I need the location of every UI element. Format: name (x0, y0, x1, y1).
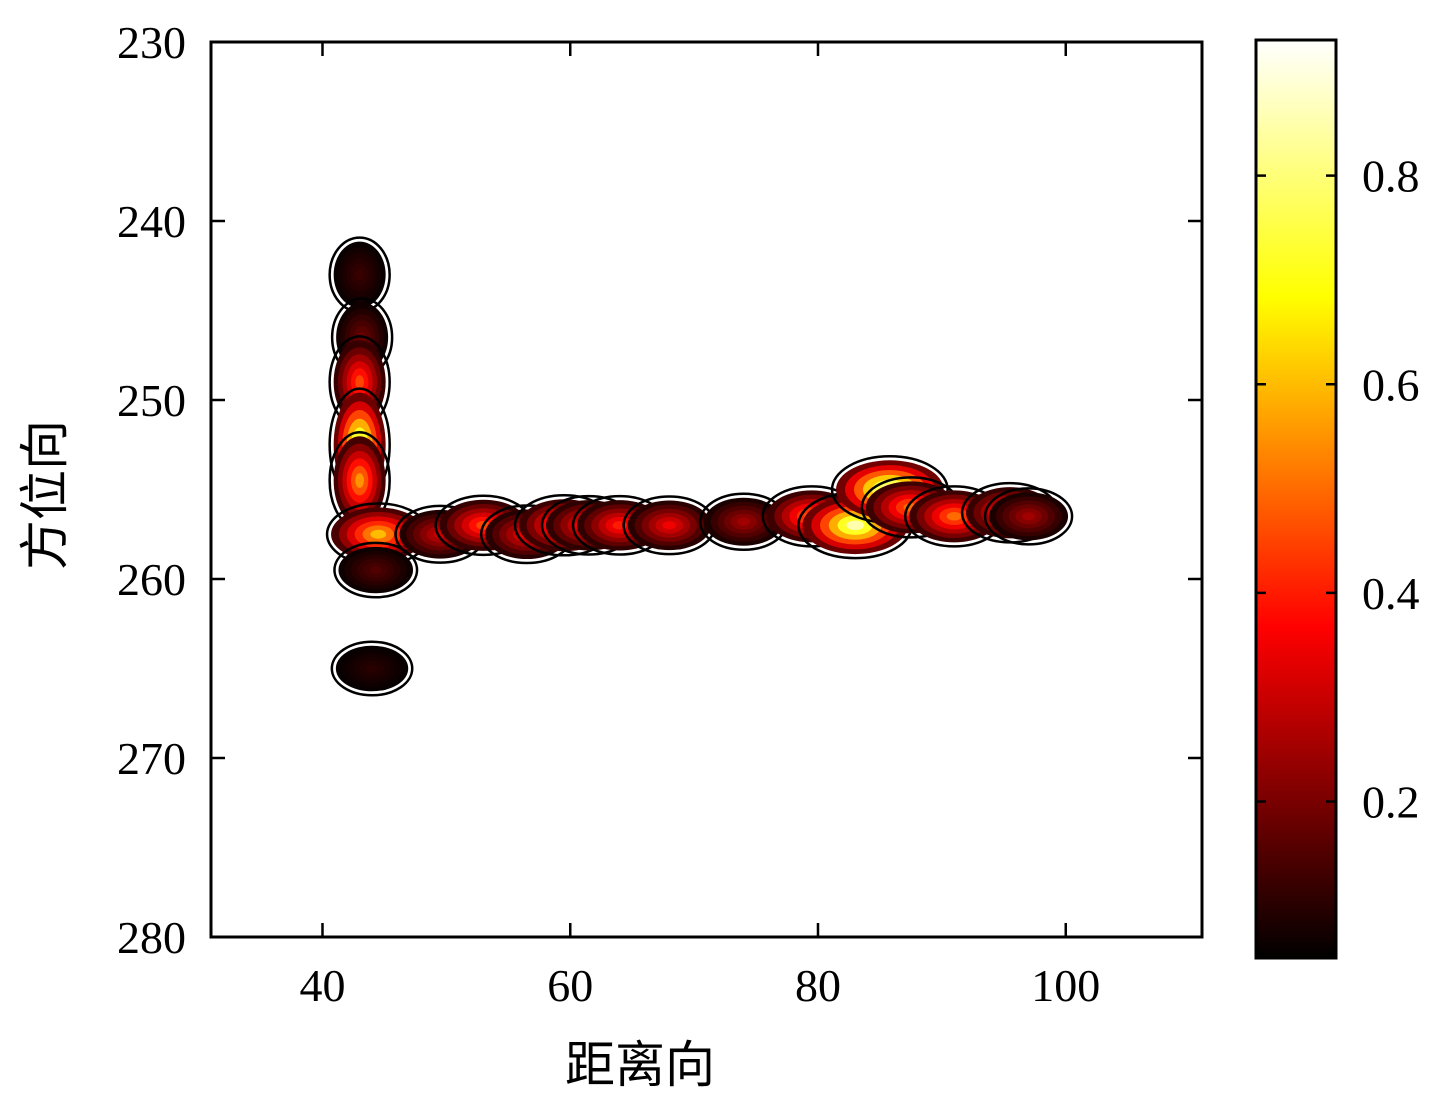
peak-layer (370, 529, 387, 539)
peak-layer (662, 521, 677, 530)
x-tick-label: 60 (547, 960, 593, 1011)
heatmap-peak (328, 236, 391, 314)
peak-layer (369, 566, 382, 574)
peak-layer (846, 520, 864, 531)
y-axis: 230 240 250 260 270 280 (117, 17, 1202, 963)
y-tick-label: 270 (117, 733, 186, 784)
plot-area: 40 60 80 100 230 240 250 260 270 280 (117, 17, 1204, 1011)
peak-layer (1021, 512, 1036, 521)
peak-contour (330, 640, 414, 697)
colorbar-gradient (1256, 40, 1336, 958)
y-tick-label: 260 (117, 554, 186, 605)
x-axis: 40 60 80 100 (299, 42, 1100, 1011)
heatmap-peaks (325, 236, 1074, 697)
colorbar-tick-label: 0.8 (1362, 151, 1420, 202)
x-tick-label: 40 (299, 960, 345, 1011)
peak-layer (737, 517, 751, 526)
peak-layer (355, 375, 364, 390)
y-tick-label: 280 (117, 912, 186, 963)
plot-frame (209, 40, 1204, 939)
colorbar: 0.2 0.4 0.6 0.8 (1254, 38, 1420, 960)
colorbar-tick-label: 0.4 (1362, 568, 1420, 619)
colorbar-tick-label: 0.6 (1362, 359, 1420, 410)
heatmap-peak (333, 541, 419, 599)
heatmap-peak (983, 487, 1074, 546)
peak-contour (333, 541, 419, 599)
colorbar-tick-label: 0.2 (1362, 777, 1420, 828)
y-tick-label: 230 (117, 17, 186, 68)
y-tick-label: 240 (117, 196, 186, 247)
peak-layer (366, 664, 379, 673)
x-tick-label: 100 (1031, 960, 1100, 1011)
peak-layer (946, 512, 962, 521)
y-axis-label: 方位向 (16, 420, 74, 570)
x-axis-label: 距离向 (565, 1036, 715, 1094)
peak-contour (983, 487, 1074, 546)
heatmap-peak (330, 640, 414, 697)
peak-layer (355, 269, 364, 281)
colorbar-frame (1254, 38, 1338, 960)
colorbar-ticks: 0.2 0.4 0.6 0.8 (1256, 151, 1420, 828)
x-tick-label: 80 (795, 960, 841, 1011)
y-tick-label: 250 (117, 375, 186, 426)
heatmap-peak (622, 495, 717, 556)
peak-layer (355, 473, 364, 488)
